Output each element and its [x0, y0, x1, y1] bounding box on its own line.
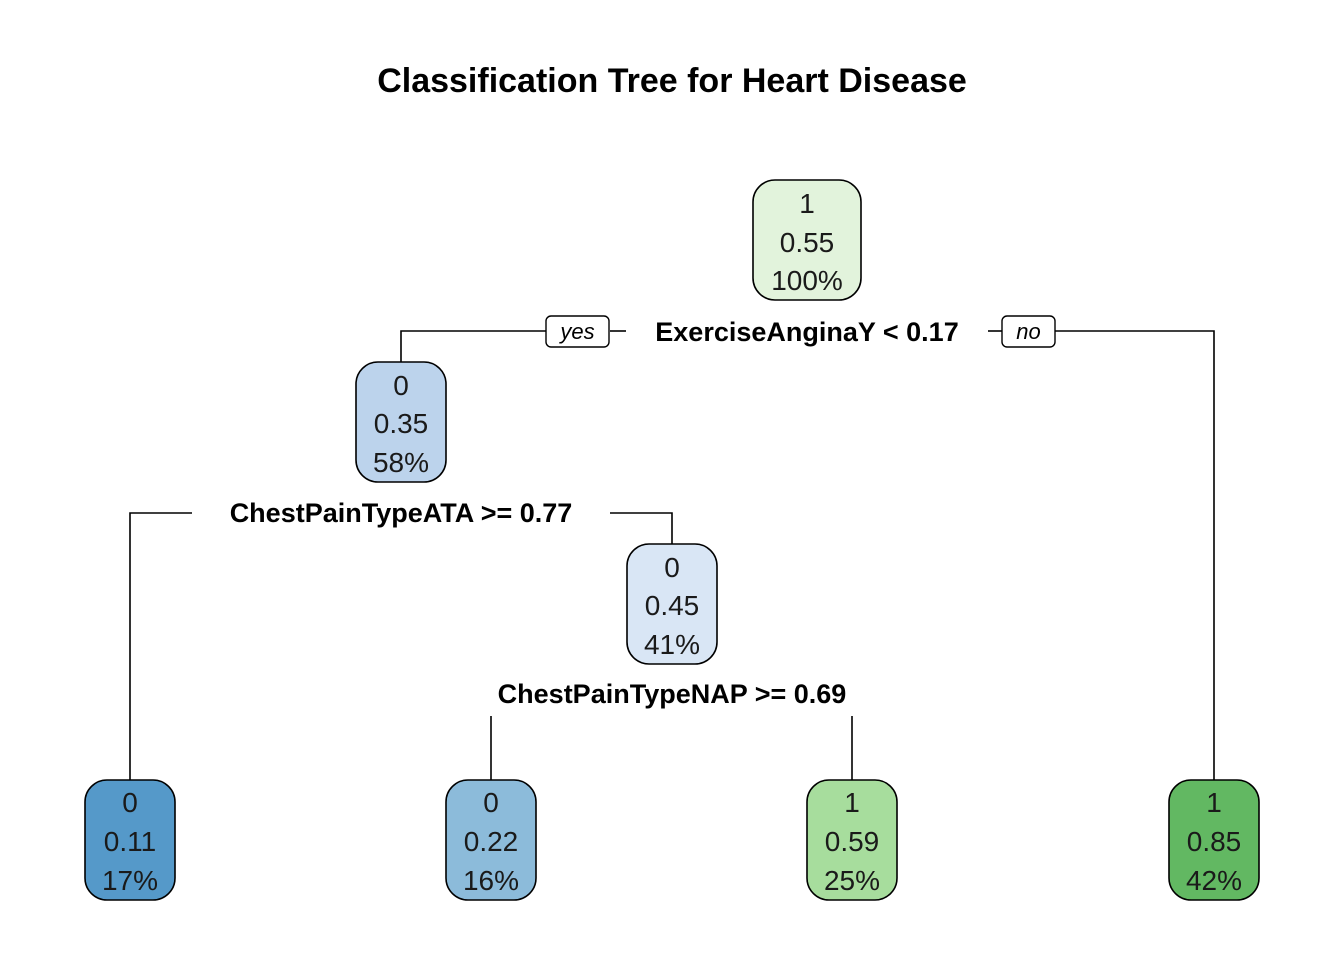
node-n5-prob: 0.45 — [645, 590, 700, 621]
no-tag-box — [1001, 315, 1056, 348]
node-root-prob: 0.55 — [780, 227, 835, 258]
leaf-node-1-prob: 0.11 — [104, 826, 156, 857]
edge-root-no — [1055, 330, 1215, 780]
leaf-node-1-pct: 17% — [102, 865, 158, 896]
node-n5-class: 0 — [664, 552, 680, 583]
leaf-node-2-class: 0 — [483, 787, 499, 818]
node-n2-pct: 58% — [373, 447, 429, 478]
split-label-n5: ChestPainTypeNAP >= 0.69 — [498, 679, 847, 709]
leaf-node-2: 0 0.22 16% — [445, 779, 537, 901]
split-label-n2: ChestPainTypeATA >= 0.77 — [230, 498, 573, 528]
node-n5-pct: 41% — [644, 629, 700, 660]
leaf-node-3-pct: 25% — [824, 865, 880, 896]
leaf-node-4-prob: 0.85 — [1187, 826, 1242, 857]
yes-tag: yes — [545, 315, 610, 348]
node-root-pct: 100% — [771, 265, 843, 296]
node-n2-class: 0 — [393, 370, 409, 401]
leaf-node-1-class: 0 — [122, 787, 138, 818]
leaf-node-1: 0 0.11 17% — [84, 779, 176, 901]
leaf-node-4-pct: 42% — [1186, 865, 1242, 896]
yes-tag-box — [545, 315, 610, 348]
leaf-node-4: 1 0.85 42% — [1168, 779, 1260, 901]
yes-tag-label: yes — [558, 319, 594, 344]
chart-title: Classification Tree for Heart Disease — [377, 62, 967, 100]
leaf-node-1-box — [84, 779, 176, 901]
leaf-node-2-prob: 0.22 — [464, 826, 519, 857]
node-root: 1 0.55 100% — [752, 179, 862, 301]
node-n2-box — [355, 361, 447, 483]
edge-n2-yes — [129, 512, 192, 780]
leaf-node-2-pct: 16% — [463, 865, 519, 896]
node-n2: 0 0.35 58% — [355, 361, 447, 483]
leaf-node-2-box — [445, 779, 537, 901]
node-n2-prob: 0.35 — [374, 408, 429, 439]
edge-n2-no — [610, 512, 673, 544]
split-label-root: ExerciseAnginaY < 0.17 — [655, 317, 958, 347]
node-n5-box — [626, 543, 718, 665]
leaf-node-4-box — [1168, 779, 1260, 901]
leaf-node-4-class: 1 — [1206, 787, 1222, 818]
node-root-box — [752, 179, 862, 301]
leaf-node-3-box — [806, 779, 898, 901]
no-tag-label: no — [1016, 319, 1040, 344]
leaf-node-3-class: 1 — [844, 787, 860, 818]
edges — [129, 330, 1215, 780]
node-n5: 0 0.45 41% — [626, 543, 718, 665]
leaf-node-3-prob: 0.59 — [825, 826, 880, 857]
node-root-class: 1 — [799, 188, 815, 219]
edge-root-yes — [400, 330, 546, 362]
no-tag: no — [1001, 315, 1056, 348]
leaf-node-3: 1 0.59 25% — [806, 779, 898, 901]
